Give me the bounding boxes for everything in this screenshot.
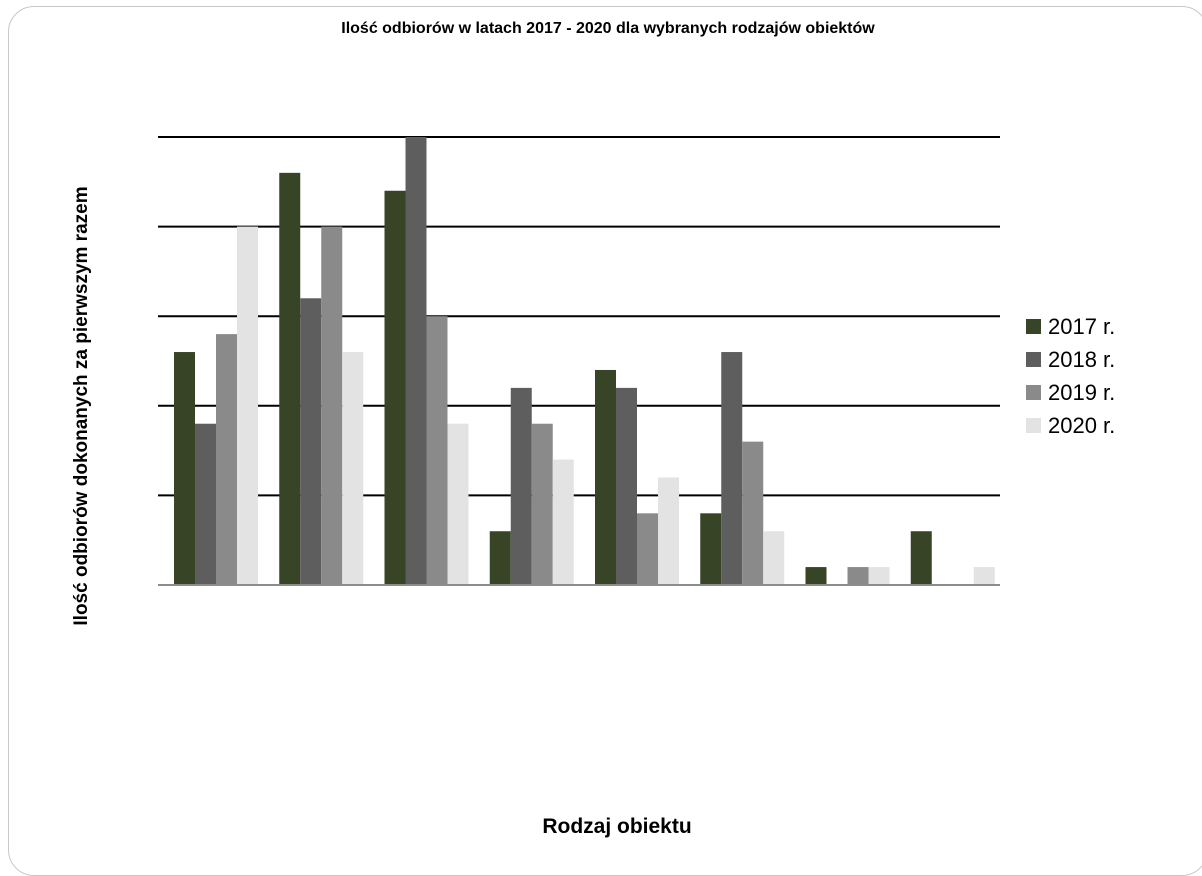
legend-swatch bbox=[1026, 319, 1041, 334]
bar bbox=[237, 226, 258, 585]
bar bbox=[489, 531, 511, 585]
bar bbox=[195, 423, 216, 585]
bar bbox=[658, 477, 679, 585]
bar bbox=[595, 369, 616, 585]
bar bbox=[531, 423, 553, 585]
bar bbox=[721, 352, 743, 585]
bar bbox=[742, 441, 764, 585]
legend-label: 2017 r. bbox=[1048, 313, 1116, 339]
bar bbox=[847, 567, 869, 585]
bar bbox=[616, 387, 637, 585]
bar bbox=[216, 334, 237, 585]
legend-item: 2018 r. bbox=[1026, 343, 1115, 376]
legend-swatch bbox=[1026, 418, 1041, 433]
bar bbox=[300, 298, 322, 585]
bar bbox=[973, 567, 995, 585]
legend-item: 2020 r. bbox=[1026, 409, 1115, 442]
legend-label: 2018 r. bbox=[1048, 346, 1116, 372]
chart-title: Ilość odbiorów w latach 2017 - 2020 dla … bbox=[341, 20, 875, 37]
legend-label: 2019 r. bbox=[1048, 379, 1116, 405]
x-axis-label: Rodzaj obiektu bbox=[542, 815, 692, 838]
bar bbox=[279, 172, 301, 585]
chart-legend: 2017 r. 2018 r. 2019 r. 2020 r. bbox=[1026, 310, 1115, 442]
legend-label: 2020 r. bbox=[1048, 412, 1116, 438]
legend-swatch bbox=[1026, 352, 1041, 367]
bar bbox=[342, 352, 364, 585]
bar bbox=[637, 513, 658, 585]
legend-swatch bbox=[1026, 385, 1041, 400]
bar bbox=[174, 352, 195, 585]
legend-item: 2017 r. bbox=[1026, 310, 1115, 343]
bar bbox=[552, 459, 574, 585]
bar bbox=[868, 567, 890, 585]
bar bbox=[763, 531, 785, 585]
bar bbox=[405, 137, 427, 585]
legend-item: 2019 r. bbox=[1026, 376, 1115, 409]
bar bbox=[321, 226, 343, 585]
bar bbox=[426, 316, 448, 585]
bar bbox=[384, 190, 406, 585]
bar bbox=[447, 423, 469, 585]
bar bbox=[700, 513, 722, 585]
bar bbox=[910, 531, 932, 585]
bar bbox=[805, 567, 827, 585]
bar bbox=[510, 387, 532, 585]
